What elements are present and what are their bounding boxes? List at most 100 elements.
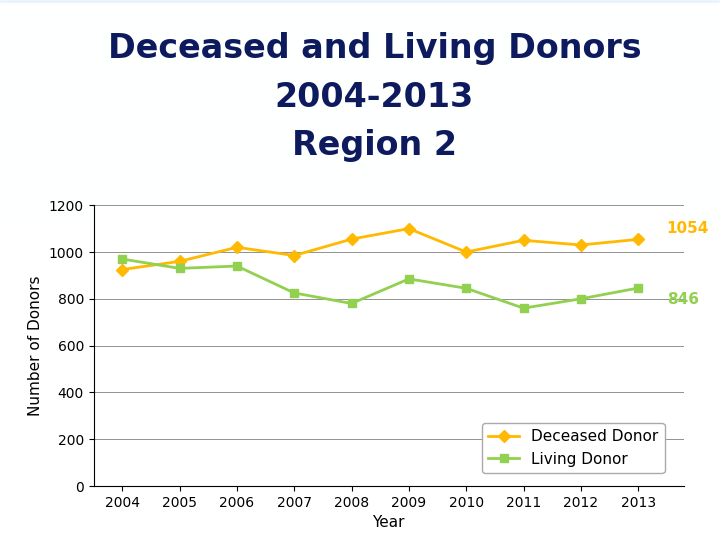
Bar — [0, 3, 720, 89]
Bar — [0, 3, 720, 116]
Bar — [0, 3, 720, 34]
Bar — [0, 4, 720, 202]
Bar — [0, 3, 720, 118]
Bar — [0, 3, 720, 59]
Deceased Donor — [577, 242, 585, 248]
Bar — [0, 3, 720, 32]
Bar — [0, 4, 720, 166]
Bar — [0, 3, 720, 50]
Bar — [0, 3, 720, 86]
Bar — [0, 4, 720, 132]
Bar — [0, 4, 720, 125]
Text: Deceased and Living Donors: Deceased and Living Donors — [107, 32, 642, 65]
Text: Region 2: Region 2 — [292, 129, 457, 163]
Bar — [0, 3, 720, 41]
Bar — [0, 4, 720, 188]
Bar — [0, 3, 720, 57]
Bar — [0, 4, 720, 143]
X-axis label: Year: Year — [372, 515, 405, 530]
Bar — [0, 3, 720, 72]
Bar — [0, 4, 720, 150]
Bar — [0, 3, 720, 36]
Bar — [0, 4, 720, 218]
Bar — [0, 3, 720, 25]
Bar — [0, 3, 720, 84]
Living Donor — [577, 295, 585, 302]
Bar — [0, 4, 720, 204]
Bar — [0, 3, 720, 52]
Bar — [0, 3, 720, 61]
Text: 1054: 1054 — [667, 221, 709, 235]
Bar — [0, 4, 720, 222]
Bar — [0, 4, 720, 134]
Bar — [0, 3, 720, 64]
Bar — [0, 4, 720, 152]
Bar — [0, 4, 720, 208]
Bar — [0, 4, 720, 206]
Bar — [0, 3, 720, 43]
Deceased Donor — [519, 237, 528, 244]
Bar — [0, 3, 720, 111]
Living Donor — [634, 285, 642, 291]
Bar — [0, 3, 720, 102]
Deceased Donor — [118, 266, 127, 273]
Text: 2004-2013: 2004-2013 — [275, 80, 474, 114]
Bar — [0, 3, 720, 123]
Deceased Donor — [462, 249, 470, 255]
Living Donor — [519, 305, 528, 312]
Bar — [0, 2, 720, 16]
Bar — [0, 3, 720, 38]
Bar — [0, 3, 720, 98]
Bar — [0, 2, 720, 14]
Bar — [0, 4, 720, 191]
Bar — [0, 4, 720, 163]
Deceased Donor — [634, 236, 642, 242]
Bar — [0, 2, 720, 9]
Bar — [0, 3, 720, 106]
Bar — [0, 4, 720, 220]
Bar — [0, 4, 720, 193]
Line: Living Donor: Living Donor — [118, 255, 642, 312]
Bar — [0, 4, 720, 195]
Bar — [0, 3, 720, 100]
Bar — [0, 3, 720, 75]
Bar — [0, 4, 720, 177]
Bar — [0, 3, 720, 77]
Bar — [0, 4, 720, 213]
Deceased Donor — [347, 236, 356, 242]
Bar — [0, 4, 720, 161]
Bar — [0, 4, 720, 174]
Bar — [0, 4, 720, 170]
Bar — [0, 3, 720, 82]
Bar — [0, 3, 720, 70]
Bar — [0, 4, 720, 157]
Bar — [0, 4, 720, 215]
Bar — [0, 4, 720, 140]
Text: 846: 846 — [667, 292, 699, 307]
Living Donor — [405, 275, 413, 282]
Bar — [0, 3, 720, 21]
Bar — [0, 3, 720, 27]
Bar — [0, 2, 720, 11]
Bar — [0, 3, 720, 23]
Bar — [0, 4, 720, 181]
Bar — [0, 3, 720, 30]
Bar — [0, 4, 720, 138]
Bar — [0, 3, 720, 48]
Bar — [0, 4, 720, 172]
Living Donor — [290, 289, 299, 296]
Bar — [0, 4, 720, 200]
Bar — [0, 4, 720, 147]
Bar — [0, 4, 720, 136]
Deceased Donor — [290, 252, 299, 259]
Y-axis label: Number of Donors: Number of Donors — [28, 275, 43, 416]
Line: Deceased Donor: Deceased Donor — [118, 225, 642, 274]
Bar — [0, 3, 720, 93]
Legend: Deceased Donor, Living Donor: Deceased Donor, Living Donor — [482, 423, 665, 472]
Bar — [0, 4, 720, 184]
Bar — [0, 4, 720, 186]
Bar — [0, 4, 720, 168]
Living Donor — [118, 256, 127, 262]
Bar — [0, 4, 720, 211]
Living Donor — [175, 265, 184, 272]
